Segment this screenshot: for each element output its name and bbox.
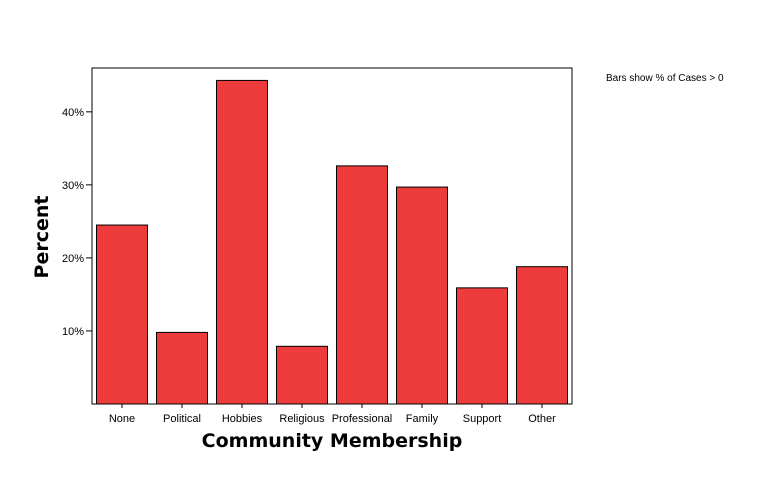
y-tick-label: 30% [62,180,84,192]
bars [96,79,568,405]
x-tick-label: Other [528,413,556,425]
bar-none [96,224,148,405]
y-axis-title: Percent [31,196,53,279]
y-tick-label: 10% [62,326,84,338]
x-tick-label: Hobbies [222,413,263,425]
bar-support [456,287,508,405]
bar-other [516,266,568,405]
bar-political [156,331,208,405]
x-tick-label: Professional [332,413,393,425]
y-tick-label: 20% [62,253,84,265]
bar-hobbies [216,79,268,405]
x-axis: None Political Hobbies Religious Professiona… [109,404,556,425]
chart-note: Bars show % of Cases > 0 [606,73,724,84]
x-tick-label: None [109,413,135,425]
x-tick-label: Political [163,413,201,425]
x-axis-title: Community Membership [202,430,463,452]
x-tick-label: Family [406,413,439,425]
x-tick-label: Religious [279,413,325,425]
y-axis: 10% 20% 30% 40% [62,107,92,338]
bar-family [396,186,448,405]
y-tick-label: 40% [62,107,84,119]
bar-professional [336,165,388,405]
x-tick-label: Support [463,413,502,425]
bar-religious [276,345,328,405]
